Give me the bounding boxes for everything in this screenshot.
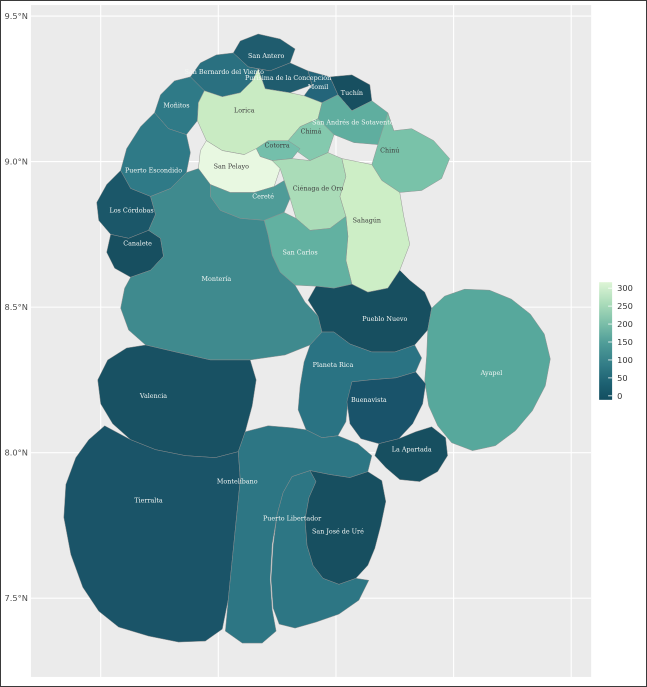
municipality-label-san-pelayo: San Pelayo <box>214 163 250 171</box>
municipality-label-tierralta: Tierralta <box>134 497 163 505</box>
municipality-label-chinu: Chinú <box>380 147 399 155</box>
municipality-label-monitos: Moñitos <box>163 102 189 110</box>
municipality-label-puerto-escondido: Puerto Escondido <box>125 167 182 175</box>
municipality-label-cerete: Cereté <box>252 192 274 200</box>
legend-tick-label: 50 <box>617 373 628 383</box>
municipality-label-lorica: Lorica <box>234 107 255 115</box>
legend-tick-label: 0 <box>617 391 622 401</box>
y-axis-tick-label: 8.5°N <box>4 302 27 312</box>
municipality-label-san-antero: San Antero <box>248 52 284 60</box>
municipality-label-cotorra: Cotorra <box>265 142 290 150</box>
legend-gradient-bar <box>599 282 613 400</box>
municipality-label-buenavista: Buenavista <box>351 396 387 404</box>
municipality-label-chima: Chimá <box>301 128 322 136</box>
municipality-label-san-carlos: San Carlos <box>282 248 317 256</box>
y-axis-tick-label: 7.5°N <box>4 593 27 603</box>
municipality-label-puerto-libertador: Puerto Libertador <box>263 514 322 522</box>
municipality-label-valencia: Valencia <box>139 392 167 400</box>
municipality-label-los-cordobas: Los Córdobas <box>109 206 153 214</box>
municipality-labels: San Antero San Bernardo del VientoPurísim… <box>109 52 502 536</box>
municipality-tierralta <box>63 425 241 643</box>
municipality-buenavista <box>346 371 426 444</box>
municipality-label-cienaga-de-oro: Ciénaga de Oro <box>293 184 344 192</box>
legend-tick-label: 150 <box>617 337 633 347</box>
legend: 300 250 200 150 100 50 0 <box>599 282 633 401</box>
municipality-label-tuchin: Tuchín <box>341 89 363 97</box>
y-axis-tick-label: 9.0°N <box>4 157 27 167</box>
legend-tick-label: 300 <box>617 283 633 293</box>
municipality-label-sahagun: Sahagún <box>353 216 381 224</box>
municipality-label-pueblo-nuevo: Pueblo Nuevo <box>362 315 407 323</box>
municipality-label-momil: Momil <box>308 83 329 91</box>
municipality-label-monteria: Montería <box>201 275 231 283</box>
municipality-label-planeta-rica: Planeta Rica <box>313 361 354 369</box>
municipality-shapes <box>63 33 551 644</box>
municipality-san-jose-de-ure <box>304 470 387 585</box>
municipality-chinu <box>371 112 450 193</box>
municipality-label-san-andres-de-sotavento: San Andrés de Sotavento <box>312 119 394 127</box>
legend-tick-label: 200 <box>617 319 633 329</box>
municipality-la-apartada <box>374 426 448 482</box>
y-axis: 9.5°N 9.0°N 8.5°N 8.0°N 7.5°N <box>4 11 27 603</box>
y-axis-tick-label: 8.0°N <box>4 448 27 458</box>
municipality-label-san-bernardo-del-viento: San Bernardo del Viento <box>185 68 265 76</box>
y-axis-tick-label: 9.5°N <box>4 11 27 21</box>
municipality-label-ayapel: Ayapel <box>480 369 503 377</box>
legend-tick-label: 250 <box>617 301 633 311</box>
municipality-label-canalete: Canalete <box>123 239 152 247</box>
municipality-label-san-jose-de-ure: San José de Uré <box>312 527 364 535</box>
municipality-label-purisima-de-la-concepcion: Purísima de la Concepción <box>245 74 331 82</box>
legend-tick-label: 100 <box>617 355 633 365</box>
municipality-label-la-apartada: La Apartada <box>392 446 432 454</box>
municipality-label-montelibano: Montelíbano <box>217 478 258 486</box>
